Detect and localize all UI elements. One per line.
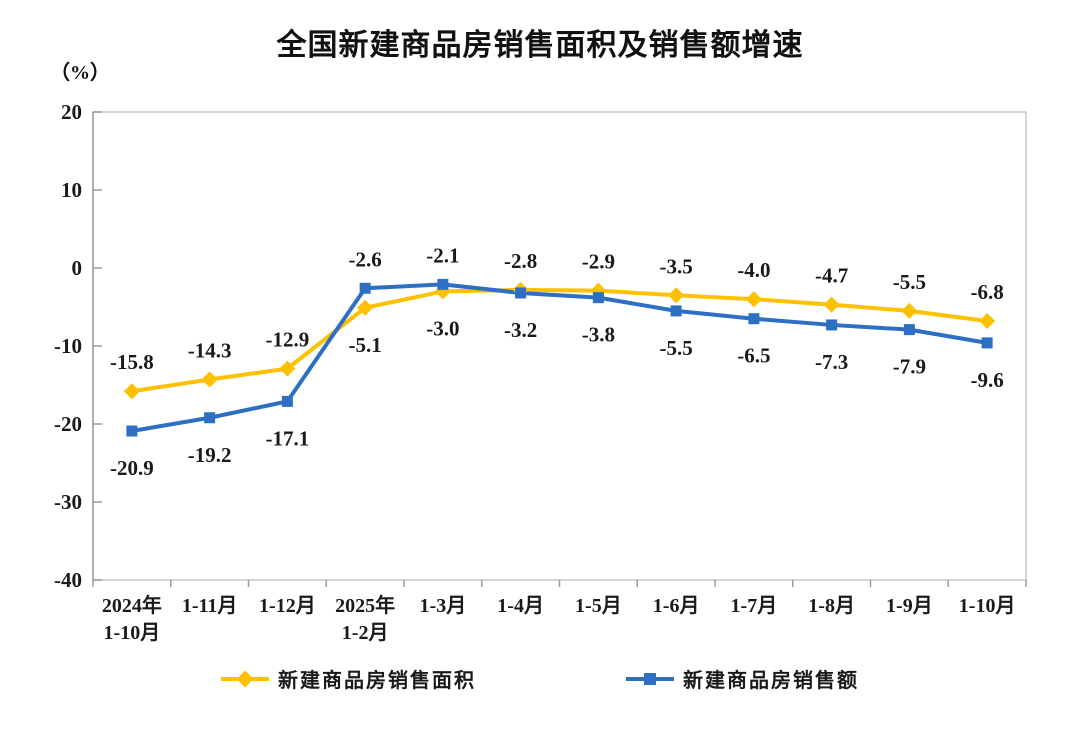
data-label: -9.6 bbox=[971, 368, 1004, 392]
y-tick-label: -30 bbox=[54, 490, 82, 514]
data-label: -2.9 bbox=[582, 250, 615, 274]
data-label: -7.9 bbox=[893, 355, 926, 379]
data-label: -7.3 bbox=[815, 350, 848, 374]
data-label: -2.1 bbox=[426, 243, 459, 267]
series-0-marker bbox=[668, 287, 685, 304]
x-axis-label: 1-6月 bbox=[653, 595, 700, 617]
x-axis-label: 2024年 bbox=[102, 593, 162, 617]
series-0-marker bbox=[123, 383, 140, 400]
legend-label-sales-area: 新建商品房销售面积 bbox=[278, 670, 476, 692]
x-axis-label: 1-9月 bbox=[886, 595, 933, 617]
data-label: -5.5 bbox=[660, 336, 693, 360]
legend-item-sales-value: 新建商品房销售额 bbox=[626, 664, 859, 693]
series-line-1 bbox=[129, 282, 990, 434]
x-axis-label: 1-11月 bbox=[182, 595, 238, 617]
x-axis-label: 2025年 bbox=[335, 593, 395, 617]
series-1-marker bbox=[359, 282, 371, 294]
data-label: -19.2 bbox=[188, 443, 232, 467]
y-tick-label: -20 bbox=[54, 412, 82, 436]
plot-area: 20 10 0 -10 -20 -30 -40 2024年 1-10月 1-11月 1-12月 202… bbox=[54, 100, 1027, 644]
series-0-marker bbox=[201, 371, 218, 388]
data-label: -6.8 bbox=[971, 280, 1004, 304]
x-axis-label: 1-4月 bbox=[497, 595, 544, 617]
series-1-marker bbox=[592, 292, 604, 304]
data-label: -14.3 bbox=[188, 339, 232, 363]
data-label: -3.5 bbox=[660, 254, 693, 278]
series-0-marker bbox=[979, 313, 996, 330]
y-tick-label: -40 bbox=[54, 568, 82, 592]
x-axis-label: 1-12月 bbox=[259, 595, 316, 617]
data-label: -4.0 bbox=[737, 258, 770, 282]
data-label: -3.2 bbox=[504, 318, 537, 342]
data-label: -20.9 bbox=[110, 456, 154, 480]
x-axis-label: 1-10月 bbox=[104, 622, 161, 644]
y-tick-label: 0 bbox=[72, 256, 83, 280]
series-1-marker bbox=[748, 313, 760, 325]
x-axis-label: 1-8月 bbox=[808, 595, 855, 617]
x-axis-label: 1-5月 bbox=[575, 595, 622, 617]
series-1-marker bbox=[281, 395, 293, 407]
x-axis-label: 1-10月 bbox=[959, 595, 1016, 617]
x-axis-label: 1-2月 bbox=[342, 622, 389, 644]
data-label: -5.1 bbox=[349, 333, 382, 357]
x-axis-label: 1-7月 bbox=[731, 595, 778, 617]
chart-title: 全国新建商品房销售面积及销售额增速 bbox=[276, 29, 804, 62]
data-label: -6.5 bbox=[737, 344, 770, 368]
y-tick-label: 20 bbox=[61, 100, 82, 124]
series-1-marker bbox=[204, 412, 216, 424]
line-diamond-marker-icon bbox=[221, 670, 269, 687]
data-label: -2.8 bbox=[504, 249, 537, 273]
plot-border bbox=[92, 111, 1027, 581]
legend-label-sales-value: 新建商品房销售额 bbox=[683, 670, 859, 692]
legend-item-sales-area: 新建商品房销售面积 bbox=[221, 664, 476, 693]
x-axis-label: 1-3月 bbox=[420, 595, 467, 617]
data-label: -5.5 bbox=[893, 270, 926, 294]
data-label: -17.1 bbox=[266, 426, 310, 450]
series-0-marker bbox=[901, 302, 918, 319]
series-0-marker bbox=[745, 291, 762, 308]
series-1-marker bbox=[126, 425, 138, 437]
y-tick-label: 10 bbox=[61, 178, 82, 202]
series-1-marker bbox=[670, 305, 682, 317]
series-0-marker bbox=[279, 360, 296, 377]
series-1-marker bbox=[981, 337, 993, 349]
data-label: -12.9 bbox=[266, 328, 310, 352]
data-label: -15.8 bbox=[110, 350, 154, 374]
series-line-0 bbox=[129, 287, 990, 394]
y-tick-label: -10 bbox=[54, 334, 82, 358]
line-square-marker-icon bbox=[626, 671, 674, 687]
series-1-marker bbox=[903, 324, 915, 336]
series-0-marker bbox=[823, 296, 840, 313]
data-label: -2.6 bbox=[349, 247, 382, 271]
legend: 新建商品房销售面积 新建商品房销售额 bbox=[0, 664, 1080, 693]
data-label: -3.0 bbox=[426, 316, 459, 340]
series-1-marker bbox=[437, 278, 449, 290]
series-1-marker bbox=[826, 319, 838, 331]
series-1-marker bbox=[515, 287, 527, 299]
data-label: -4.7 bbox=[815, 264, 848, 288]
y-axis-unit-label: （%） bbox=[50, 62, 110, 84]
data-label: -3.8 bbox=[582, 323, 615, 347]
series-0-marker bbox=[357, 299, 374, 316]
